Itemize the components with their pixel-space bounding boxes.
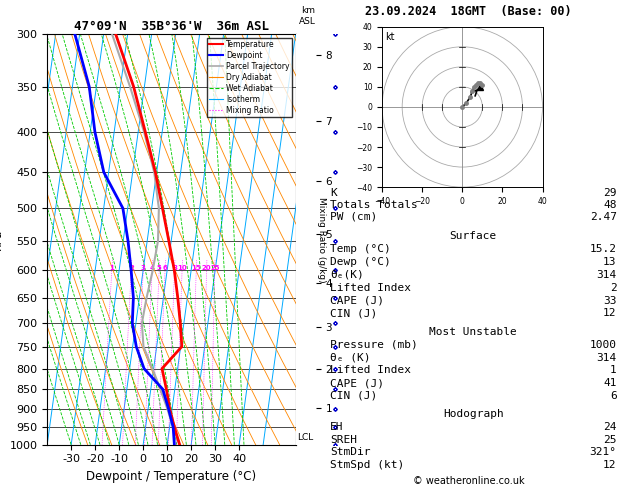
Text: kt: kt xyxy=(386,32,395,41)
Text: 4: 4 xyxy=(150,264,155,271)
Text: Hodograph: Hodograph xyxy=(443,410,504,419)
Text: 48: 48 xyxy=(603,200,616,210)
Text: 41: 41 xyxy=(603,378,616,388)
Text: Pressure (mb): Pressure (mb) xyxy=(330,340,418,350)
Text: 2: 2 xyxy=(129,264,134,271)
Text: 25: 25 xyxy=(210,264,220,271)
Text: PW (cm): PW (cm) xyxy=(330,212,377,222)
Text: 314: 314 xyxy=(596,353,616,363)
Text: 321°: 321° xyxy=(590,447,616,457)
Text: StmDir: StmDir xyxy=(330,447,370,457)
Text: 20: 20 xyxy=(202,264,211,271)
Y-axis label: hPa: hPa xyxy=(0,229,4,250)
Text: 10: 10 xyxy=(177,264,187,271)
Text: Lifted Index: Lifted Index xyxy=(330,283,411,293)
Text: Temp (°C): Temp (°C) xyxy=(330,244,391,254)
Text: Dewp (°C): Dewp (°C) xyxy=(330,257,391,267)
Text: 23.09.2024  18GMT  (Base: 00): 23.09.2024 18GMT (Base: 00) xyxy=(365,4,572,17)
Text: 15: 15 xyxy=(191,264,201,271)
Text: EH: EH xyxy=(330,422,343,432)
Text: CAPE (J): CAPE (J) xyxy=(330,295,384,306)
Text: 15.2: 15.2 xyxy=(590,244,616,254)
Text: 2: 2 xyxy=(610,283,616,293)
Text: θₑ(K): θₑ(K) xyxy=(330,270,364,280)
Text: 29: 29 xyxy=(603,189,616,198)
Text: 25: 25 xyxy=(603,434,616,445)
Text: 12: 12 xyxy=(603,309,616,318)
Text: 2.47: 2.47 xyxy=(590,212,616,222)
Text: K: K xyxy=(330,189,337,198)
Text: 5: 5 xyxy=(157,264,162,271)
Text: 6: 6 xyxy=(610,391,616,401)
Title: 47°09'N  35B°36'W  36m ASL: 47°09'N 35B°36'W 36m ASL xyxy=(74,20,269,33)
Text: CIN (J): CIN (J) xyxy=(330,309,377,318)
Text: 13: 13 xyxy=(603,257,616,267)
Text: 1: 1 xyxy=(610,365,616,375)
Text: Totals Totals: Totals Totals xyxy=(330,200,418,210)
Text: 6: 6 xyxy=(163,264,167,271)
Text: CIN (J): CIN (J) xyxy=(330,391,377,401)
Text: StmSpd (kt): StmSpd (kt) xyxy=(330,460,404,469)
Text: 314: 314 xyxy=(596,270,616,280)
Text: SREH: SREH xyxy=(330,434,357,445)
X-axis label: Dewpoint / Temperature (°C): Dewpoint / Temperature (°C) xyxy=(86,470,257,483)
Text: 24: 24 xyxy=(603,422,616,432)
Text: Most Unstable: Most Unstable xyxy=(430,327,517,337)
Text: 3: 3 xyxy=(141,264,146,271)
Text: 12: 12 xyxy=(603,460,616,469)
Text: LCL: LCL xyxy=(297,433,313,442)
Text: Mixing Ratio (g/kg): Mixing Ratio (g/kg) xyxy=(317,196,326,282)
Text: θₑ (K): θₑ (K) xyxy=(330,353,370,363)
Text: 8: 8 xyxy=(172,264,177,271)
Text: CAPE (J): CAPE (J) xyxy=(330,378,384,388)
Text: km
ASL: km ASL xyxy=(299,6,316,26)
Text: © weatheronline.co.uk: © weatheronline.co.uk xyxy=(413,476,525,486)
Text: Surface: Surface xyxy=(450,231,497,242)
Text: Lifted Index: Lifted Index xyxy=(330,365,411,375)
Text: 1: 1 xyxy=(109,264,114,271)
Text: 1000: 1000 xyxy=(590,340,616,350)
Legend: Temperature, Dewpoint, Parcel Trajectory, Dry Adiabat, Wet Adiabat, Isotherm, Mi: Temperature, Dewpoint, Parcel Trajectory… xyxy=(207,38,292,117)
Text: 33: 33 xyxy=(603,295,616,306)
